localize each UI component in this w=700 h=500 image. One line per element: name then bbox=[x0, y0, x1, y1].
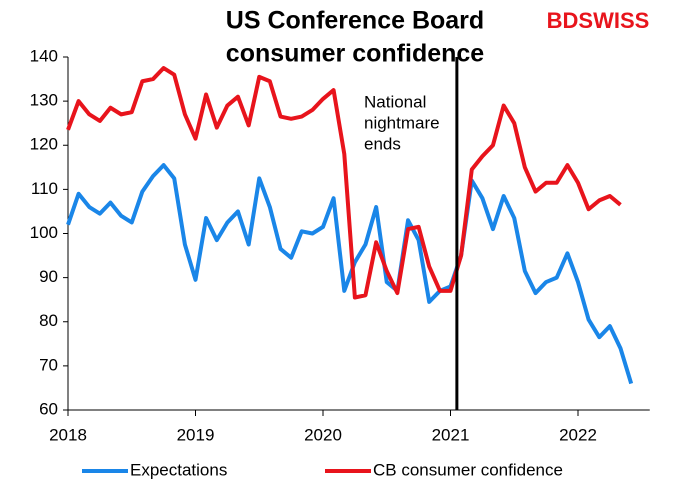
y-tick-label: 110 bbox=[31, 179, 58, 198]
chart-title: consumer confidence bbox=[226, 40, 484, 68]
series-line bbox=[66, 66, 622, 300]
legend-label: CB consumer confidence bbox=[373, 460, 563, 479]
annotation-text: National bbox=[364, 92, 426, 111]
y-tick-label: 140 bbox=[30, 46, 58, 65]
annotation-text: nightmare bbox=[364, 113, 440, 132]
y-tick-label: 100 bbox=[30, 223, 58, 242]
annotation-text: ends bbox=[364, 134, 401, 153]
chart-title: US Conference Board bbox=[226, 7, 484, 35]
x-tick-label: 2019 bbox=[177, 425, 215, 444]
y-tick-label: 70 bbox=[39, 355, 58, 374]
x-tick-label: 2021 bbox=[432, 425, 470, 444]
y-tick-label: 60 bbox=[39, 399, 58, 418]
y-tick-label: 130 bbox=[30, 91, 58, 110]
y-tick-label: 120 bbox=[30, 135, 58, 154]
logo: BDSWISS bbox=[547, 8, 650, 33]
x-tick-label: 2020 bbox=[304, 425, 342, 444]
x-tick-label: 2022 bbox=[559, 425, 597, 444]
y-tick-label: 90 bbox=[39, 267, 58, 286]
y-tick-label: 80 bbox=[39, 311, 58, 330]
series-line bbox=[66, 163, 634, 385]
x-tick-label: 2018 bbox=[49, 425, 87, 444]
legend-label: Expectations bbox=[130, 460, 227, 479]
